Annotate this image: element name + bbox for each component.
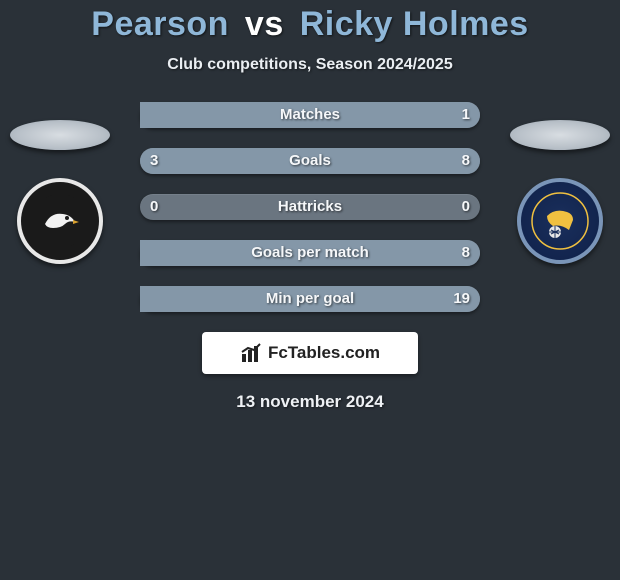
stat-label: Hattricks	[140, 194, 480, 220]
stat-row: Min per goal19	[140, 286, 480, 312]
subtitle: Club competitions, Season 2024/2025	[0, 56, 620, 74]
stat-row: 0Hattricks0	[140, 194, 480, 220]
stat-label: Goals	[140, 148, 480, 174]
stat-label: Min per goal	[140, 286, 480, 312]
page-title: Pearson vs Ricky Holmes	[0, 5, 620, 44]
stat-row: Goals per match8	[140, 240, 480, 266]
stat-value-right: 8	[462, 148, 470, 174]
stat-value-right: 1	[462, 102, 470, 128]
stat-row: 3Goals8	[140, 148, 480, 174]
brand-badge: FcTables.com	[202, 332, 418, 374]
stat-row: Matches1	[140, 102, 480, 128]
player1-name: Pearson	[91, 5, 229, 43]
stat-value-right: 0	[462, 194, 470, 220]
vs-label: vs	[245, 5, 284, 43]
comparison-card: Pearson vs Ricky Holmes Club competition…	[0, 0, 620, 412]
chart-icon	[240, 342, 264, 364]
date-label: 13 november 2024	[0, 392, 620, 412]
stat-label: Goals per match	[140, 240, 480, 266]
stat-label: Matches	[140, 102, 480, 128]
brand-text: FcTables.com	[268, 343, 380, 363]
stat-value-right: 8	[462, 240, 470, 266]
stat-value-right: 19	[453, 286, 470, 312]
stats-table: Matches1 3Goals8 0Hattricks0 Goals per matc…	[0, 102, 620, 312]
player2-name: Ricky Holmes	[300, 5, 529, 43]
